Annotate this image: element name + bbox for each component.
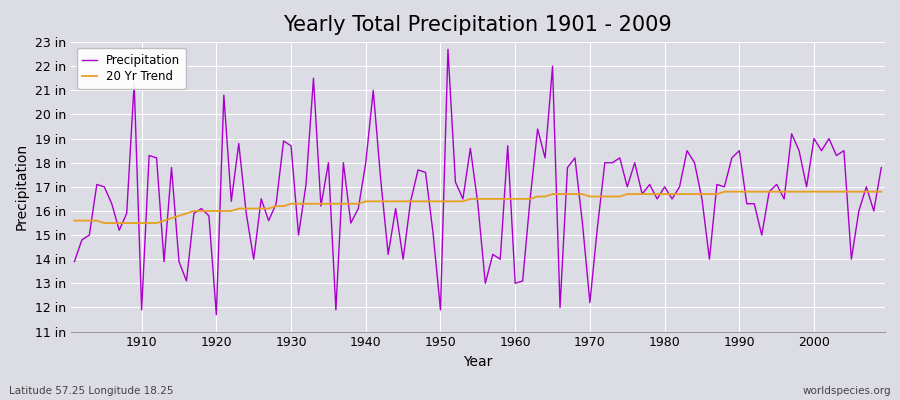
Precipitation — [211, 312, 221, 317]
Line: Precipitation: Precipitation — [75, 49, 881, 315]
Y-axis label: Precipitation: Precipitation — [15, 143, 29, 230]
20 Yr Trend — [719, 189, 730, 194]
20 Yr Trend — [876, 189, 886, 194]
Legend: Precipitation, 20 Yr Trend: Precipitation, 20 Yr Trend — [76, 48, 186, 89]
Precipitation — [876, 165, 886, 170]
Precipitation — [443, 47, 454, 52]
20 Yr Trend — [346, 201, 356, 206]
Precipitation — [346, 221, 356, 226]
Precipitation — [525, 196, 535, 201]
Text: worldspecies.org: worldspecies.org — [803, 386, 891, 396]
X-axis label: Year: Year — [464, 355, 492, 369]
20 Yr Trend — [301, 201, 311, 206]
20 Yr Trend — [518, 196, 528, 201]
Title: Yearly Total Precipitation 1901 - 2009: Yearly Total Precipitation 1901 - 2009 — [284, 15, 672, 35]
Precipitation — [518, 278, 528, 283]
20 Yr Trend — [99, 221, 110, 226]
20 Yr Trend — [509, 196, 520, 201]
20 Yr Trend — [607, 194, 617, 199]
Precipitation — [301, 182, 311, 187]
Precipitation — [129, 81, 140, 86]
20 Yr Trend — [136, 221, 147, 226]
20 Yr Trend — [69, 218, 80, 223]
Precipitation — [69, 259, 80, 264]
Text: Latitude 57.25 Longitude 18.25: Latitude 57.25 Longitude 18.25 — [9, 386, 174, 396]
Line: 20 Yr Trend: 20 Yr Trend — [75, 192, 881, 223]
Precipitation — [615, 156, 626, 160]
